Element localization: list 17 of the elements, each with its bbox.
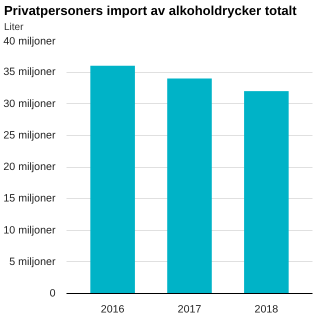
y-tick-label: 5 miljoner bbox=[9, 256, 56, 268]
chart-title: Privatpersoners import av alkoholdrycker totalt bbox=[4, 2, 297, 20]
chart-subtitle: Liter bbox=[4, 20, 24, 35]
bar bbox=[244, 90, 289, 294]
y-tick-label: 15 miljoner bbox=[3, 192, 56, 204]
y-tick-label: 0 bbox=[50, 287, 56, 300]
x-tick-label: 2018 bbox=[254, 303, 278, 316]
y-tick-label: 20 miljoner bbox=[3, 160, 56, 173]
y-tick-label: 25 miljoner bbox=[3, 129, 56, 142]
y-tick-label: 35 miljoner bbox=[3, 66, 56, 78]
y-tick-label: 10 miljoner bbox=[3, 224, 56, 236]
y-tick-label: 30 miljoner bbox=[3, 98, 56, 110]
x-tick-label: 2016 bbox=[100, 303, 125, 316]
bar bbox=[90, 66, 135, 294]
x-tick-label: 2017 bbox=[178, 303, 202, 316]
y-tick-label: 40 miljoner bbox=[3, 35, 56, 48]
bar bbox=[167, 78, 212, 294]
